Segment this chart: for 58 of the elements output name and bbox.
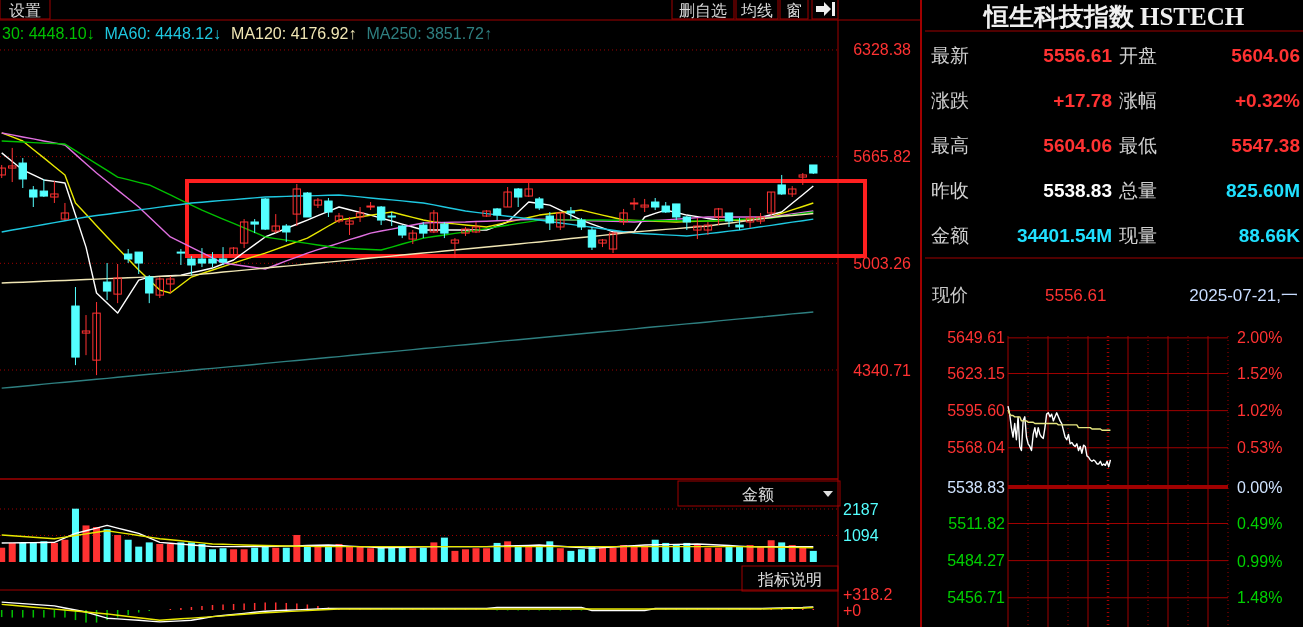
text: 5547.38	[1231, 134, 1300, 156]
text: MA60: 4448.12↓	[104, 25, 222, 42]
text: MA250: 3851.72↑	[366, 25, 492, 42]
y-tick-label: 5511.82	[948, 515, 1006, 533]
text: 30: 4448.10↓	[2, 25, 95, 42]
y-tick-label: 5649.61	[947, 329, 1006, 347]
y-tick-label: 4340.71	[853, 361, 912, 379]
text: MA120: 4176.92↑	[231, 25, 357, 42]
text: 开盘	[1119, 44, 1157, 66]
text: 恒生科技指数 HSTECH	[981, 2, 1245, 30]
text: 最新	[931, 44, 969, 66]
text: 5604.06	[1043, 134, 1112, 156]
text: 涨幅	[1119, 89, 1157, 111]
y2-tick-label: 0.49%	[1237, 515, 1283, 533]
y-tick-label: 2187	[843, 500, 879, 518]
y2-tick-label: 1.48%	[1237, 589, 1283, 607]
y-tick-label: 5568.04	[947, 439, 1006, 457]
text: 5556.61	[1045, 285, 1107, 305]
text: 设置	[9, 1, 41, 19]
y-tick-label: 5538.83	[947, 478, 1006, 496]
y-tick-label: 6328.38	[853, 41, 912, 59]
y-tick-label: 1094	[843, 526, 879, 544]
y-tick-label: 5665.82	[853, 148, 912, 166]
text: 窗	[786, 1, 802, 19]
text: 现量	[1119, 224, 1157, 246]
y2-tick-label: 0.00%	[1237, 478, 1283, 496]
y-tick-label: 5595.60	[947, 402, 1006, 420]
y2-tick-label: 1.02%	[1237, 402, 1283, 420]
y-tick-label: 5456.71	[947, 589, 1006, 607]
text: 昨收	[931, 179, 969, 201]
text: +17.78	[1053, 89, 1112, 111]
y-tick-label: 5484.27	[947, 552, 1006, 570]
text: 34401.54M	[1016, 224, 1112, 246]
text: 88.66K	[1238, 224, 1301, 246]
text: 2025-07-21,一	[1189, 285, 1298, 305]
y-tick-label: 5003.26	[853, 254, 912, 272]
y-tick-label: 5623.15	[947, 365, 1006, 383]
text: 5556.61	[1043, 44, 1113, 66]
text: 5604.06	[1231, 44, 1300, 66]
text: 均线	[740, 1, 773, 19]
text: 涨跌	[931, 89, 969, 111]
chart-title: 现价	[932, 285, 968, 305]
text: 5538.83	[1043, 179, 1112, 201]
text: 删自选	[679, 1, 727, 19]
y2-tick-label: 1.52%	[1237, 364, 1283, 382]
text: 最高	[931, 134, 969, 156]
y-tick-label: +318.2	[843, 585, 893, 603]
y2-tick-label: 2.00%	[1237, 329, 1283, 346]
chart-title: 金额	[742, 485, 774, 503]
text: +0.32%	[1235, 89, 1301, 111]
text: 总量	[1118, 179, 1157, 201]
text: 金额	[931, 224, 969, 246]
y2-tick-label: 0.53%	[1237, 438, 1283, 456]
y2-tick-label: 0.99%	[1237, 552, 1283, 570]
text: 最低	[1119, 134, 1157, 156]
y-tick-label: +0	[843, 601, 862, 619]
text: 825.60M	[1226, 179, 1300, 201]
text: 指标说明	[757, 570, 822, 588]
